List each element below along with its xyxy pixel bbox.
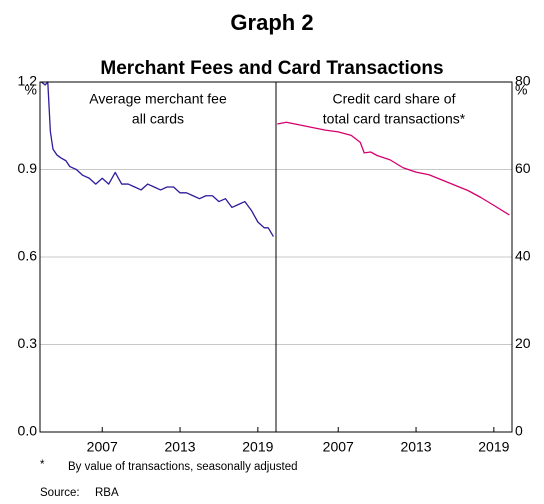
chart-subtitle: Merchant Fees and Card Transactions	[100, 58, 443, 79]
y-tick-label: 80	[515, 73, 531, 89]
data-line	[40, 81, 274, 237]
panel-title: Credit card share of	[333, 91, 456, 107]
y-tick-label: 0.3	[18, 335, 38, 351]
y-tick-label: 0.0	[18, 423, 38, 439]
y-tick-label: 20	[515, 335, 531, 351]
x-tick-label: 2007	[87, 439, 118, 455]
y-tick-label: 0	[515, 423, 523, 439]
x-tick-label: 2013	[164, 439, 195, 455]
chart-title: Graph 2	[230, 10, 313, 35]
source-label: Source:	[40, 487, 80, 499]
data-line	[277, 121, 510, 216]
y-tick-label: 0.9	[18, 160, 38, 176]
y-tick-label: 60	[515, 160, 531, 176]
y-tick-label: 1.2	[18, 73, 38, 89]
x-tick-label: 2013	[400, 439, 431, 455]
x-tick-label: 2019	[478, 439, 509, 455]
panel-title: all cards	[132, 111, 184, 127]
x-tick-label: 2007	[323, 439, 354, 455]
plots: 0.0 0.3 0.6 0.9 1.2% 2007 2013 2019 Average merc…	[18, 73, 531, 455]
panel-title: Average merchant fee	[89, 91, 227, 107]
source: RBA	[95, 487, 119, 499]
y-tick-label: 40	[515, 248, 531, 264]
y-unit: %	[25, 82, 37, 98]
footnote-marker: *	[40, 459, 45, 471]
x-tick-label: 2019	[242, 439, 273, 455]
y-unit: %	[515, 82, 527, 98]
panel-title: total card transactions*	[323, 111, 466, 127]
footnote: By value of transactions, seasonally adj…	[68, 461, 298, 473]
y-tick-label: 0.6	[18, 248, 38, 264]
